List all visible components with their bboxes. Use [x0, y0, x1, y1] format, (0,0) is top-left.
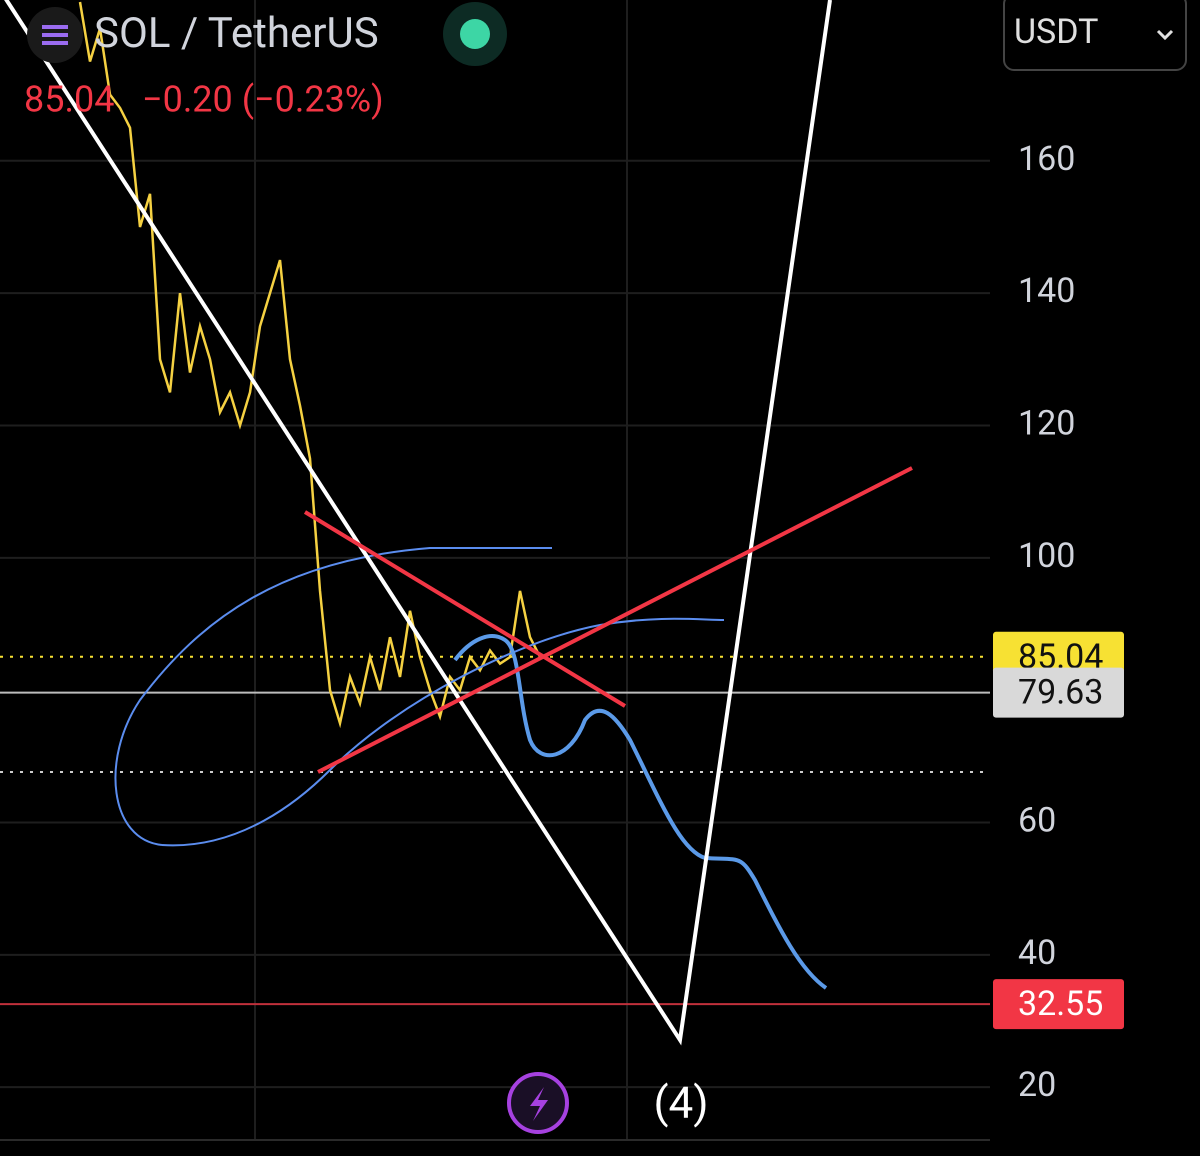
y-tick-label: 100	[1018, 536, 1075, 576]
y-tick-label: 120	[1018, 403, 1075, 443]
y-tick-label: 20	[1018, 1065, 1056, 1105]
drawn-curve	[114, 547, 552, 846]
flash-icon	[530, 1087, 548, 1121]
dropdown-arrow	[1156, 29, 1174, 41]
grid	[0, 159, 990, 1089]
price-tag	[993, 667, 1124, 718]
y-tick-label: 160	[1018, 139, 1075, 179]
y-tick-label: 60	[1018, 800, 1056, 840]
market-status[interactable]	[460, 19, 490, 49]
wave-annotation: (4)	[653, 1077, 708, 1129]
price-tag	[993, 979, 1124, 1030]
trend-line	[303, 510, 627, 708]
symbol-title[interactable]: SOL / TetherUS	[94, 9, 379, 58]
currency-label: USDT	[1014, 12, 1098, 52]
symbol-icon	[42, 25, 68, 45]
price-tag-label: 32.55	[1018, 984, 1103, 1024]
projection-curve	[453, 634, 828, 990]
y-axis: 20 40 60 100 120 140 160	[1018, 139, 1075, 1105]
wave-line	[4, 0, 832, 1046]
y-tick-label: 40	[1018, 933, 1056, 973]
price-line	[78, 1, 542, 729]
series	[78, 1, 542, 729]
currency-button[interactable]	[1003, 0, 1187, 71]
levels	[0, 655, 990, 1006]
last-price: 85.04	[24, 79, 114, 121]
trend-line	[317, 466, 913, 774]
y-tick-label: 140	[1018, 271, 1075, 311]
drawn-curve	[161, 617, 725, 847]
price-tag-label: 79.63	[1018, 673, 1103, 713]
price-change: −0.20 (−0.23%)	[142, 79, 384, 121]
